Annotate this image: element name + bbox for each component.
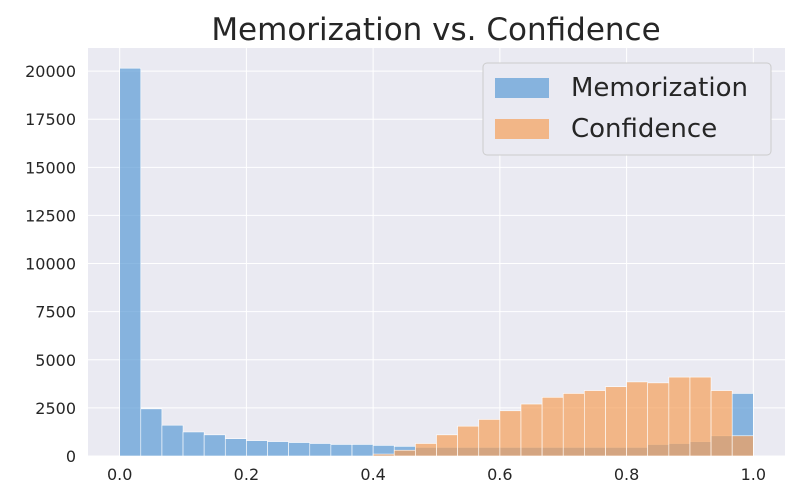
bar-confidence: [478, 419, 501, 457]
legend-label-confidence: Confidence: [571, 114, 717, 144]
bar-memorization: [119, 67, 142, 457]
bar-confidence: [731, 435, 754, 457]
x-tick-label: 0.8: [614, 465, 639, 484]
x-tick-labels: 0.0 0.2 0.4 0.6 0.8 1.0: [107, 465, 766, 484]
x-tick-label: 0.0: [107, 465, 132, 484]
bar-memorization: [351, 444, 374, 457]
y-tick-labels: 0 2500 5000 7500 10000 12500 15000 17500 20000: [25, 62, 76, 466]
legend: Memorization Confidence: [482, 62, 772, 156]
bar-confidence: [710, 390, 733, 457]
bar-memorization: [267, 441, 289, 457]
x-tick-label: 0.4: [360, 465, 385, 484]
y-tick-label: 7500: [35, 303, 76, 322]
bar-confidence: [541, 397, 564, 457]
y-tick-label: 10000: [25, 255, 76, 274]
bar-confidence: [689, 376, 712, 457]
bar-confidence: [562, 393, 585, 457]
bar-confidence: [372, 453, 395, 457]
bar-confidence: [499, 410, 522, 457]
y-tick-label: 5000: [35, 351, 76, 370]
x-tick-label: 1.0: [741, 465, 766, 484]
bar-confidence: [626, 381, 648, 457]
bar-memorization: [203, 434, 226, 457]
y-tick-label: 15000: [25, 158, 76, 177]
x-tick-label: 0.6: [487, 465, 512, 484]
series-confidence: [372, 376, 754, 457]
bar-memorization: [309, 443, 332, 457]
bar-confidence: [584, 390, 606, 457]
x-tick-label: 0.2: [234, 465, 259, 484]
bar-confidence: [415, 443, 437, 457]
chart-title: Memorization vs. Confidence: [211, 12, 660, 48]
y-tick-label: 20000: [25, 62, 76, 81]
bar-memorization: [182, 431, 205, 457]
bar-confidence: [436, 434, 458, 457]
bar-confidence: [457, 425, 480, 457]
bar-confidence: [520, 403, 543, 457]
bar-memorization: [246, 440, 268, 457]
bar-confidence: [605, 386, 627, 457]
bar-confidence: [393, 449, 416, 457]
legend-label-memorization: Memorization: [571, 73, 748, 103]
bar-confidence: [647, 382, 670, 457]
bars: [119, 67, 754, 457]
y-tick-label: 0: [66, 447, 76, 466]
bar-confidence: [668, 376, 691, 457]
legend-swatch-memorization: [495, 78, 549, 98]
bar-memorization: [330, 444, 353, 457]
y-tick-label: 12500: [25, 206, 76, 225]
bar-memorization: [225, 438, 247, 457]
legend-swatch-confidence: [495, 119, 549, 139]
y-tick-label: 17500: [25, 110, 76, 129]
y-tick-label: 2500: [35, 399, 76, 418]
legend-box: [482, 62, 772, 156]
bar-memorization: [140, 408, 163, 457]
bar-memorization: [288, 442, 311, 457]
bar-memorization: [161, 424, 184, 457]
